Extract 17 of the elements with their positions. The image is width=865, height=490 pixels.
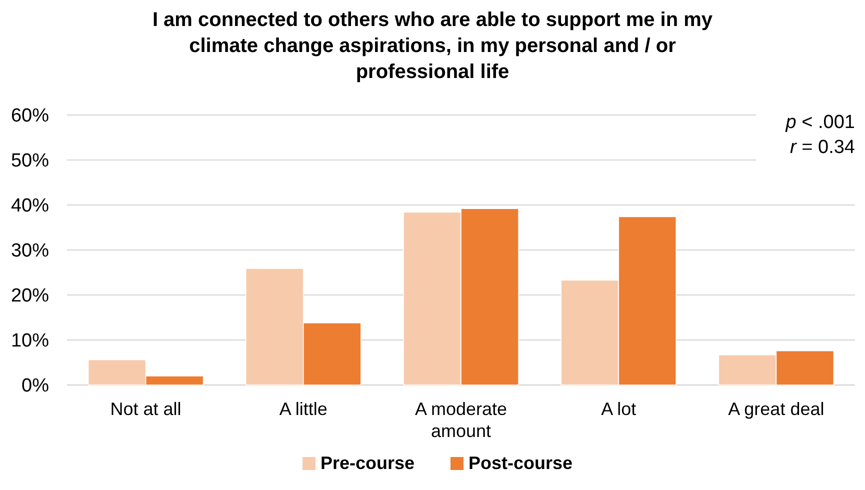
x-tick-label: Not at all — [110, 399, 182, 419]
x-tick-label: A little — [279, 399, 328, 419]
y-tick-label: 60% — [10, 106, 50, 127]
chart-title: I am connected to others who are able to support me in my climate change aspirations, in my personal and / or professional life — [152, 9, 714, 83]
y-tick-label: 40% — [10, 196, 50, 217]
annotation: r = 0.34 — [790, 137, 856, 158]
legend-label: Pre-course — [320, 453, 415, 473]
y-tick-label: 10% — [10, 330, 50, 352]
y-tick-label: 50% — [10, 150, 50, 172]
y-tick-label: 0% — [22, 376, 50, 397]
legend-label: Post-course — [468, 453, 573, 473]
x-tick-label: A great deal — [728, 399, 824, 419]
y-tick-label: 20% — [10, 286, 50, 307]
y-tick-label: 30% — [10, 240, 50, 262]
annotation: p < .001 — [784, 112, 855, 133]
x-tick-label: A moderate amount — [414, 399, 508, 441]
x-tick-label: A lot — [601, 399, 636, 419]
